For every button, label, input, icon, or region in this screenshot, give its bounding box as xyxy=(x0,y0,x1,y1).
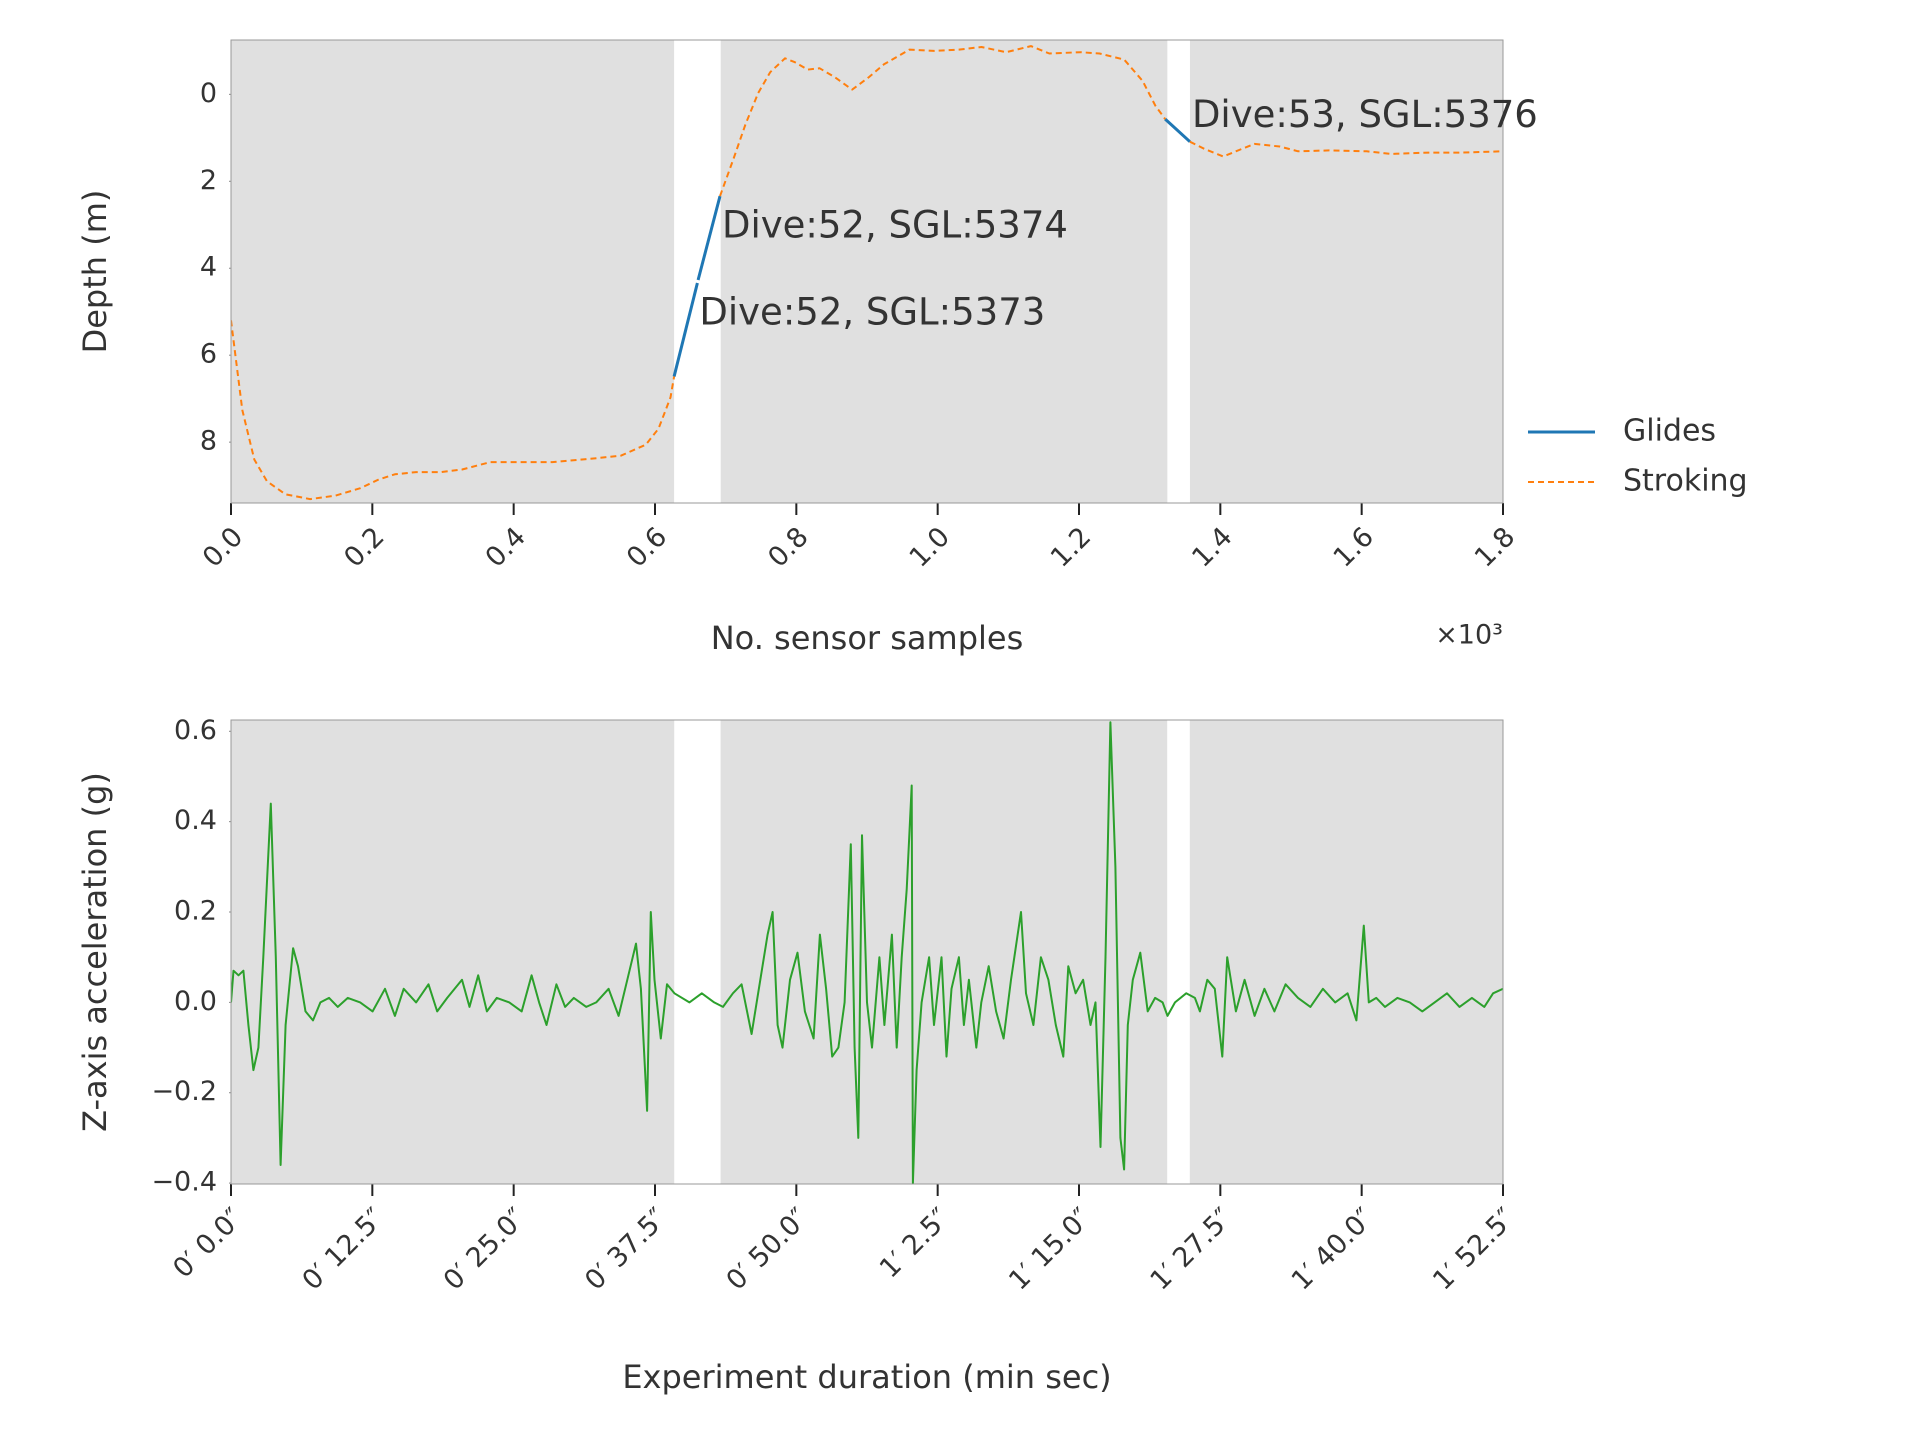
x-tick-label: 1′ 40.0″ xyxy=(1286,1202,1380,1296)
x-tick-label: 0′ 25.0″ xyxy=(438,1202,532,1296)
axes: 0.0 0.2 0.4 0.6 0.8 1.0 1.2 1.4 1.6 1.8 0 2 4 6 8 Dive:… xyxy=(76,39,1748,657)
y-tick-label: −0.2 xyxy=(151,1076,217,1107)
axes: 0′ 0.0″ 0′ 12.5″ 0′ 25.0″ 0′ 37.5″ 0′ 50.0″ 1… xyxy=(76,715,1521,1396)
shaded-span xyxy=(1189,40,1503,503)
x-tick-label: 1.8 xyxy=(1469,521,1521,573)
y-tick-label: 6 xyxy=(200,339,217,370)
x-tick-label: 0′ 37.5″ xyxy=(579,1202,673,1296)
y-tick-label: −0.4 xyxy=(151,1167,217,1198)
y-axis-label: Z-axis acceleration (g) xyxy=(76,772,114,1132)
shaded-span xyxy=(231,40,675,503)
x-tick-label: 1.4 xyxy=(1186,521,1238,573)
x-offset-label: ×10³ xyxy=(1435,620,1503,651)
glide-segment xyxy=(672,282,699,377)
series-group xyxy=(231,721,1503,1184)
x-tick-label: 1′ 15.0″ xyxy=(1003,1202,1097,1296)
y-tick-label: 2 xyxy=(200,165,217,196)
x-tick-label: 1′ 27.5″ xyxy=(1144,1202,1238,1296)
shaded-span xyxy=(720,720,1168,1184)
x-tick-label: 1.6 xyxy=(1328,521,1380,573)
y-axis-label: Depth (m) xyxy=(76,190,114,354)
series-line xyxy=(231,45,1503,501)
y-tick-label: 0.0 xyxy=(174,986,217,1017)
shaded-span xyxy=(231,720,675,1184)
glide-segment xyxy=(696,195,722,281)
x-tick-label: 0′ 50.0″ xyxy=(720,1202,814,1296)
x-axis-label: Experiment duration (min sec) xyxy=(622,1358,1111,1396)
annotation: Dive:53, SGL:5376 xyxy=(1192,93,1538,136)
x-tick-label: 0′ 12.5″ xyxy=(296,1202,390,1296)
x-tick-label: 0.4 xyxy=(480,521,532,573)
y-tick-label: 8 xyxy=(200,426,217,457)
x-tick-label: 1.2 xyxy=(1045,521,1097,573)
x-tick-label: 0.0 xyxy=(197,521,249,573)
x-tick-label: 0′ 0.0″ xyxy=(167,1202,249,1284)
series-line xyxy=(231,721,1503,1184)
y-tick-label: 0.6 xyxy=(174,715,217,746)
x-tick-label: 1.0 xyxy=(904,521,956,573)
y-tick-label: 0.4 xyxy=(174,805,217,836)
axes-frame xyxy=(230,39,1504,504)
x-tick-label: 0.8 xyxy=(762,521,814,573)
shaded-span xyxy=(720,40,1168,503)
y-tick-label: 0 xyxy=(200,78,217,109)
shaded-span xyxy=(1189,720,1503,1184)
y-tick-label: 0.2 xyxy=(174,896,217,927)
series-group xyxy=(231,45,1503,501)
legend-label: Glides xyxy=(1623,414,1716,449)
x-tick-label: 1′ 2.5″ xyxy=(874,1202,956,1284)
x-tick-label: 0.6 xyxy=(621,521,673,573)
x-tick-label: 0.2 xyxy=(338,521,390,573)
axes-frame xyxy=(230,719,1504,1185)
annotation: Dive:52, SGL:5373 xyxy=(699,291,1045,334)
annotation: Dive:52, SGL:5374 xyxy=(722,204,1068,247)
y-tick-label: 4 xyxy=(200,252,217,283)
legend-label: Stroking xyxy=(1623,464,1748,499)
x-axis-label: No. sensor samples xyxy=(711,619,1024,657)
glide-segment xyxy=(1164,117,1191,143)
x-tick-label: 1′ 52.5″ xyxy=(1427,1202,1521,1296)
